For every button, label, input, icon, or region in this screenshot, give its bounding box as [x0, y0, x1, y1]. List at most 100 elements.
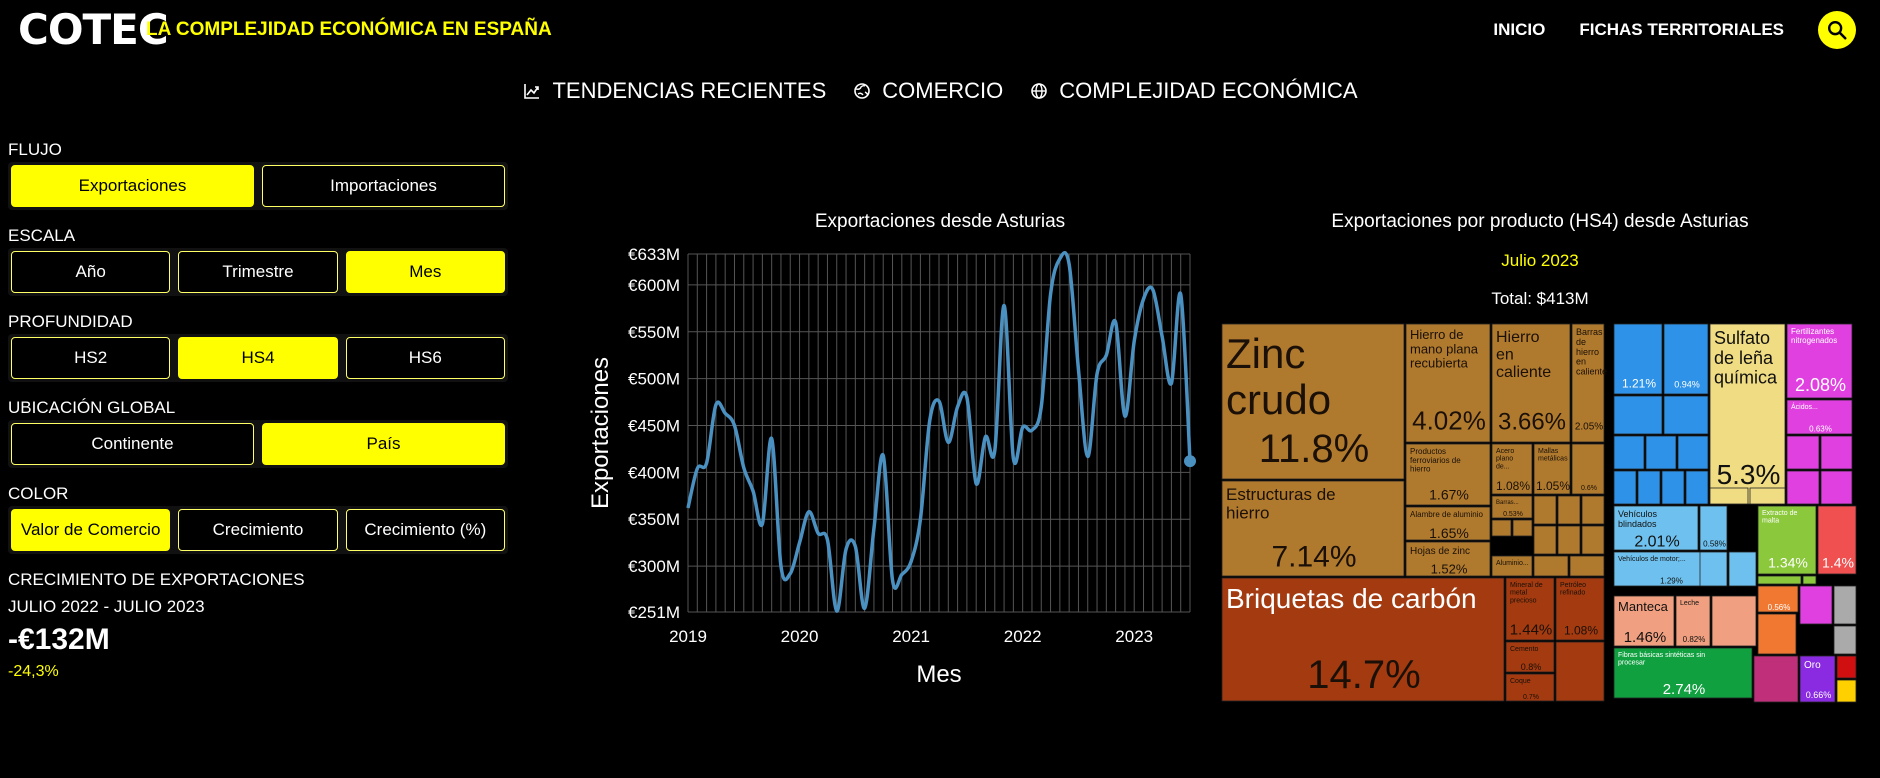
treemap-cell: Mineral de metal precioso 1.44%	[1505, 577, 1555, 641]
search-button[interactable]	[1818, 11, 1856, 49]
treemap-cell-name: Estructuras de hierro	[1226, 485, 1336, 523]
tab-comercio[interactable]: COMERCIO	[852, 78, 1003, 104]
treemap-cell-value: 0.53%	[1503, 511, 1523, 518]
exports-series-line	[686, 250, 1192, 613]
treemap-name-line: Oro	[1804, 660, 1821, 671]
treemap-cell-small	[1581, 495, 1605, 525]
treemap-cell: Hojas de zinc 1.52%	[1405, 541, 1491, 577]
treemap-cell-name: Petróleo refinado	[1560, 582, 1586, 597]
treemap-cell-value: 2.08%	[1795, 375, 1846, 395]
treemap-cell-small	[1645, 435, 1677, 470]
treemap-cell-value: 1.46%	[1624, 629, 1667, 646]
option-continente[interactable]: Continente	[11, 423, 254, 465]
option-exportaciones[interactable]: Exportaciones	[11, 165, 254, 207]
treemap-cell-value: 1.67%	[1429, 486, 1469, 502]
option-crecimiento[interactable]: Crecimiento	[178, 509, 338, 551]
treemap-name-line: Mineral de	[1510, 582, 1543, 589]
treemap-cell-small	[1709, 487, 1749, 505]
treemap-cell-rect	[1491, 555, 1533, 577]
x-tick-label: 2020	[781, 627, 819, 646]
treemap-cell-name: Sulfato de leña química	[1714, 328, 1778, 388]
nav-fichas-territoriales[interactable]: FICHAS TERRITORIALES	[1579, 20, 1784, 39]
treemap-cell-name: Alambre de aluminio	[1410, 510, 1483, 519]
treemap-name-line: Estructuras de	[1226, 485, 1336, 504]
option-crecimiento-pct[interactable]: Crecimiento (%)	[345, 509, 505, 551]
treemap-cell-value: 0.6%	[1581, 485, 1597, 492]
treemap-cell-small	[1512, 519, 1533, 537]
tab-tendencias-recientes[interactable]: TENDENCIAS RECIENTES	[522, 78, 826, 104]
option-trimestre[interactable]: Trimestre	[178, 251, 338, 293]
treemap-cell-value: 4.02%	[1412, 406, 1486, 436]
option-importaciones[interactable]: Importaciones	[262, 165, 505, 207]
treemap-cell-rect	[1505, 577, 1555, 641]
treemap-cell-value: 2.01%	[1634, 533, 1679, 550]
nav-inicio[interactable]: INICIO	[1493, 20, 1546, 39]
treemap-name-line: plano	[1496, 456, 1513, 463]
treemap-cell-small	[1533, 555, 1569, 577]
line-chart-title: Exportaciones desde Asturias	[814, 211, 1066, 232]
treemap-cell-value: 1.08%	[1564, 623, 1598, 637]
tab-complejidad-economica[interactable]: COMPLEJIDAD ECONÓMICA	[1029, 78, 1358, 104]
treemap-cell-value: 14.7%	[1307, 653, 1420, 697]
treemap-cell-small	[1613, 435, 1645, 470]
treemap-cell-rect	[1709, 323, 1786, 505]
escala-group: ESCALA Año Trimestre Mes	[0, 226, 510, 296]
treemap-cell: Hierro de mano plana recubierta 4.02%	[1405, 323, 1491, 443]
treemap-cell-name: Mineral de metal precioso	[1510, 582, 1543, 604]
treemap-cell-rect	[1663, 323, 1709, 395]
filter-sidebar: FLUJO Exportaciones Importaciones ESCALA…	[0, 140, 510, 681]
option-hs2[interactable]: HS2	[11, 337, 171, 379]
treemap-cell-small	[1533, 525, 1557, 555]
treemap-cell-name: Fibras básicas sintéticas sin procesar	[1618, 652, 1705, 667]
exports-line-chart[interactable]: €251M €300M €350M €400M €450M €500M €550M €600M…	[580, 240, 1210, 690]
treemap-cell-name: Coque	[1510, 678, 1531, 685]
treemap-name-line: malta	[1762, 518, 1779, 525]
treemap-cell-value: 11.8%	[1259, 427, 1369, 471]
x-tick-label: 2022	[1004, 627, 1042, 646]
treemap-cell: 1.21%	[1613, 323, 1663, 395]
treemap-cell-small	[1836, 679, 1857, 703]
option-ano[interactable]: Año	[11, 251, 171, 293]
treemap-cell-value: 1.29%	[1660, 577, 1683, 586]
treemap-name-line: Vehículos de motor;...	[1618, 556, 1686, 563]
treemap-name-line: Sulfato	[1714, 328, 1770, 348]
tab-label: COMERCIO	[882, 78, 1004, 103]
trend-chart-icon	[524, 84, 540, 99]
treemap-name-line: Extracto de	[1762, 510, 1798, 517]
treemap-name-line: en	[1576, 357, 1586, 367]
option-mes[interactable]: Mes	[345, 251, 505, 293]
treemap-cell-name: Cemento	[1510, 646, 1539, 653]
tab-label: COMPLEJIDAD ECONÓMICA	[1059, 78, 1358, 103]
site-title[interactable]: LA COMPLEJIDAD ECONÓMICA EN ESPAÑA	[146, 19, 552, 40]
treemap-name-line: caliente	[1496, 364, 1551, 381]
y-tick-label: €450M	[628, 417, 680, 436]
cotec-logo[interactable]: COTEC	[18, 6, 169, 54]
treemap-cell: Vehículos blindados 2.01%	[1613, 505, 1699, 550]
treemap-cell-name: Vehículos de motor;...	[1618, 556, 1686, 563]
treemap-name-line: refinado	[1560, 590, 1585, 597]
profundidad-options: HS2 HS4 HS6	[8, 334, 508, 382]
treemap-cell: Fertilizantes nitrogenados 2.08%	[1786, 323, 1853, 399]
treemap-cell-value: 0.7%	[1523, 694, 1539, 701]
option-pais[interactable]: País	[262, 423, 505, 465]
option-hs6[interactable]: HS6	[345, 337, 505, 379]
treemap-name-line: Fertilizantes	[1791, 327, 1834, 336]
treemap-cell-name: Oro	[1804, 660, 1821, 671]
treemap-cell-value: 1.52%	[1431, 562, 1468, 577]
treemap-cell-small	[1786, 435, 1820, 470]
treemap-cell: Alambre de aluminio 1.65%	[1405, 506, 1491, 541]
option-hs4[interactable]: HS4	[178, 337, 338, 379]
treemap-cell-small	[1581, 525, 1605, 555]
treemap-cell: 0.56%	[1757, 585, 1799, 613]
treemap-name-line: Coque	[1510, 678, 1531, 685]
treemap-cell-rect	[1221, 480, 1405, 577]
x-tick-label: 2023	[1115, 627, 1153, 646]
treemap-cell: Extracto de malta 1.34%	[1757, 505, 1817, 575]
treemap-cell-small	[1820, 435, 1853, 470]
growth-label: CRECIMIENTO DE EXPORTACIONES	[8, 570, 305, 589]
treemap-name-line: Briquetas de carbón	[1226, 583, 1477, 614]
treemap-cell-small	[1833, 625, 1857, 655]
treemap-cell-value: 2.74%	[1663, 681, 1706, 698]
option-valor-de-comercio[interactable]: Valor de Comercio	[11, 509, 171, 551]
